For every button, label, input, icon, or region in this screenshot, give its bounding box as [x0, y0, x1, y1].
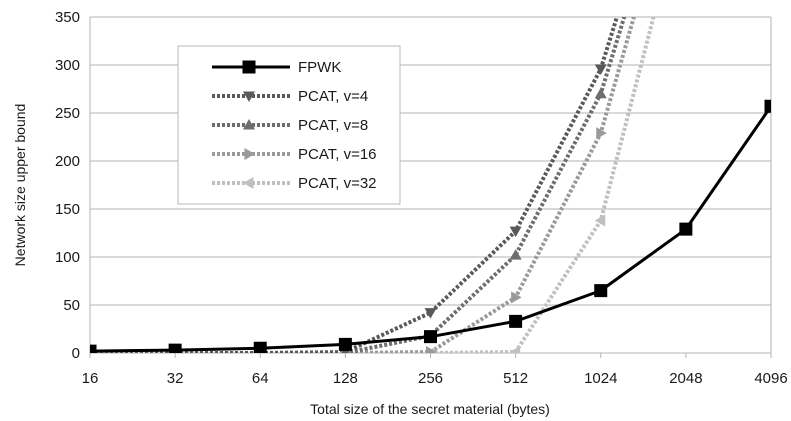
data-point-fpwk: [168, 343, 182, 353]
data-point-pcat-v-4: [424, 308, 437, 319]
y-axis-title: Network size upper bound: [12, 104, 28, 267]
legend-marker-fpwk: [242, 60, 256, 74]
x-tick-label: 4096: [754, 370, 787, 387]
data-point-pcat-v-4: [594, 64, 607, 75]
marker-layer: [90, 64, 771, 353]
legend-label: PCAT, v=8: [298, 117, 368, 134]
x-tick-label: 32: [167, 370, 184, 387]
y-tick-label: 200: [55, 153, 80, 170]
legend-label: PCAT, v=4: [298, 88, 368, 105]
plot-frame: [89, 17, 772, 358]
y-tick-label: 350: [55, 9, 80, 26]
x-tick-label: 2048: [669, 370, 702, 387]
legend-label: FPWK: [298, 59, 341, 76]
x-axis-title: Total size of the secret material (bytes…: [310, 401, 550, 417]
x-tick-label: 1024: [584, 370, 617, 387]
y-tick-labels: 0 50 100 150 200 250 300 350: [55, 9, 80, 362]
legend-label: PCAT, v=16: [298, 146, 377, 163]
data-point-fpwk: [509, 314, 523, 328]
data-point-pcat-v-32: [509, 346, 521, 353]
legend-marker-pcat-v-8: [243, 119, 255, 130]
y-tick-label: 300: [55, 57, 80, 74]
data-point-pcat-v-4: [509, 226, 522, 238]
data-point-fpwk: [764, 99, 771, 113]
data-point-pcat-v-8: [509, 249, 522, 260]
x-tick-label: 512: [503, 370, 528, 387]
legend-label: PCAT, v=32: [298, 175, 377, 192]
y-tick-label: 250: [55, 105, 80, 122]
data-point-fpwk: [594, 284, 608, 298]
x-tick-labels: 16 32 64 128 256 512 1024 2048 4096: [82, 370, 788, 387]
y-tick-label: 150: [55, 201, 80, 218]
legend-marker-pcat-v-4: [243, 91, 255, 102]
data-point-fpwk: [424, 330, 437, 344]
data-point-fpwk: [253, 341, 267, 353]
data-point-pcat-v-8: [594, 87, 607, 99]
data-point-fpwk: [679, 222, 693, 236]
y-tick-label: 50: [63, 297, 80, 314]
y-tick-label: 100: [55, 249, 80, 266]
data-point-pcat-v-16: [426, 346, 437, 353]
x-tick-label: 256: [418, 370, 443, 387]
x-tick-label: 128: [333, 370, 358, 387]
x-tick-label: 64: [252, 370, 269, 387]
data-point-fpwk: [338, 337, 352, 351]
legend-marker-pcat-v-32: [243, 177, 254, 189]
x-tick-label: 16: [82, 370, 99, 387]
data-point-pcat-v-16: [596, 127, 607, 140]
legend-marker-pcat-v-16: [244, 148, 255, 160]
data-point-pcat-v-32: [594, 214, 606, 227]
legend: FPWK PCAT, v=4 PCAT, v=8 PCAT, v=16 PCAT, v=…: [177, 45, 401, 205]
data-point-pcat-v-16: [511, 291, 522, 304]
y-tick-label: 0: [72, 345, 80, 362]
data-point-fpwk: [90, 344, 97, 353]
